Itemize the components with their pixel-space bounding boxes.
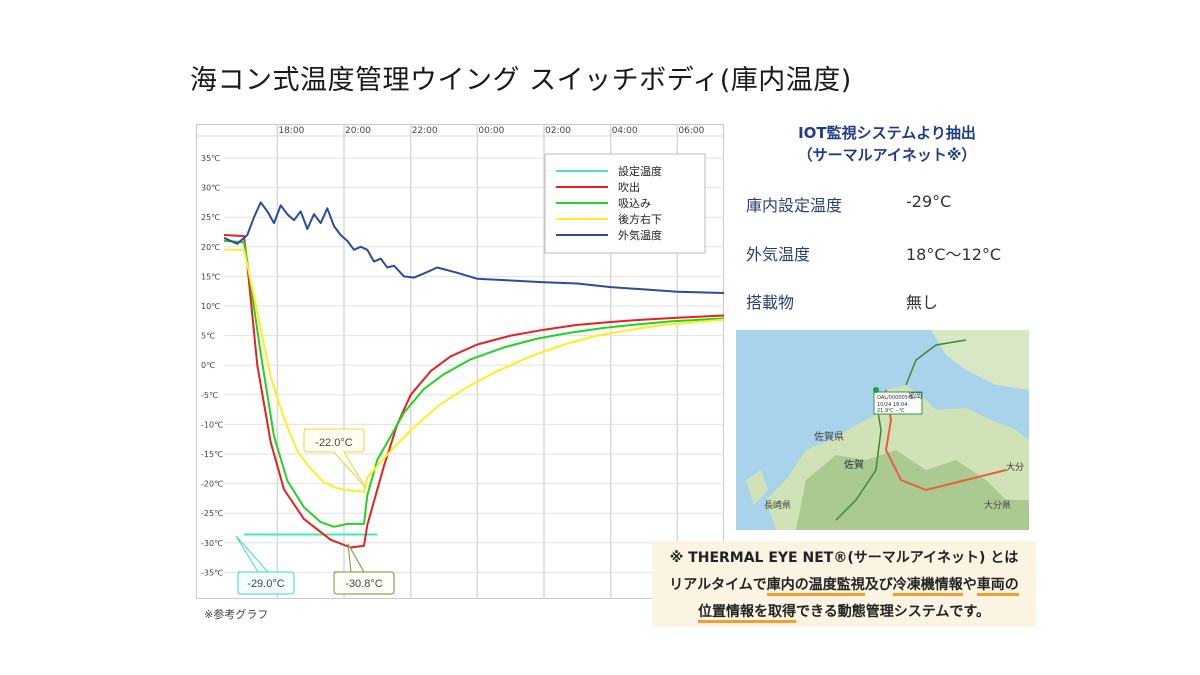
x-tick-label: 00:00 [478, 126, 504, 136]
map-popup[interactable] [873, 391, 923, 415]
grid-lines [196, 124, 724, 599]
x-tick-label: 22:00 [412, 126, 438, 136]
y-tick-label: -30℃ [201, 539, 223, 548]
promo-highlight: 冷凍機情報 [892, 577, 963, 596]
map-popup-line1: OAL/000005-5 [877, 395, 913, 401]
promo-text: 及び [864, 577, 893, 593]
y-tick-label: -20℃ [201, 480, 223, 489]
promo-highlight: 車両の [976, 577, 1019, 596]
series-line-3 [224, 248, 725, 493]
legend-label-outlet: 吹出 [618, 180, 640, 194]
map-highway [884, 389, 1007, 492]
map-mountains [796, 450, 1029, 530]
legend-label-set: 設定温度 [618, 164, 662, 178]
legend-label-outside: 外気温度 [618, 228, 662, 242]
callout-teal-label: -29.0°C [247, 578, 284, 590]
info-label: 外気温度 [746, 245, 811, 264]
info-value: -29°C [906, 192, 952, 211]
map-land-north [931, 330, 1029, 390]
map-place-saga: 佐賀 [844, 459, 864, 471]
callout-yellow-label: -22.0°C [315, 437, 352, 449]
x-tick-label: 20:00 [345, 126, 371, 136]
side-heading-line1: IOT監視システムより抽出 [798, 124, 976, 142]
map-highway-2 [835, 399, 882, 521]
legend-label-intake: 吸込み [618, 197, 651, 210]
y-tick-labels: 35℃ 30℃ 25℃ 20℃ 15℃ 10℃ 5℃ 0℃ -5℃ -10℃ -15℃ -20℃ -25… [201, 154, 223, 577]
y-tick-label: 25℃ [201, 213, 220, 222]
chart-legend: 設定温度 吹出 吸込み 後方右下 外気温度 [544, 153, 706, 254]
y-tick-label: 15℃ [201, 272, 220, 281]
promo-line1: ※ THERMAL EYE NET®(サーマルアイネット) とは [669, 550, 1019, 566]
promo-text: リアルタイムで [669, 577, 767, 593]
series-line-2 [223, 239, 725, 528]
info-value: 無し [906, 293, 939, 312]
map-highway-3 [905, 339, 967, 386]
callouts: -22.0°C -29.0°C -30.8°C [235, 428, 395, 595]
callout-green-box [333, 543, 395, 595]
thermal-eye-net-promo: ※ THERMAL EYE NET®(サーマルアイネット) とは リアルタイムで… [652, 541, 1036, 627]
temperature-chart: 18:00 20:00 22:00 00:00 02:00 04:00 06:00 35℃ 3… [196, 124, 725, 599]
info-value: 18°C～12°C [906, 245, 1002, 264]
map-place-nagasaki: 長崎県 [764, 499, 791, 511]
y-tick-label: -35℃ [201, 568, 223, 577]
map-place-oita-pref: 大分県 [984, 499, 1011, 511]
vehicle-marker-icon[interactable] [873, 387, 879, 393]
x-tick-label: 18:00 [278, 126, 304, 136]
promo-line2: リアルタイムで庫内の温度監視及び冷凍機情報や車両の [652, 574, 1036, 596]
y-tick-label: 20℃ [201, 243, 220, 252]
x-tick-label: 06:00 [678, 126, 704, 136]
promo-highlight: 庫内の温度監視 [766, 577, 865, 596]
y-tick-label: 5℃ [201, 332, 215, 341]
y-tick-label: -5℃ [201, 391, 218, 400]
map-svg: OAL/000005-5 10/24 18:04 21.9℃ --℃ 佐賀県 佐… [736, 330, 1029, 530]
x-tick-label: 04:00 [612, 126, 638, 136]
map-place-saga-pref: 佐賀県 [814, 431, 844, 443]
x-tick-labels: 18:00 20:00 22:00 00:00 02:00 04:00 06:00 [278, 126, 704, 136]
side-heading-line2: （サーマルアイネット※） [797, 146, 977, 164]
y-tick-label: 10℃ [201, 302, 220, 311]
y-tick-label: 35℃ [201, 154, 220, 163]
x-tick-label: 02:00 [545, 126, 571, 136]
page-title: 海コン式温度管理ウイング スイッチボディ(庫内温度) [190, 65, 852, 96]
y-tick-label: -10℃ [201, 420, 223, 429]
info-label: 庫内設定温度 [746, 196, 843, 215]
series-lines [223, 201, 725, 549]
map-island [746, 470, 768, 505]
map-place-fukuoka: 福岡 [908, 391, 922, 400]
side-heading: IOT監視システムより抽出 （サーマルアイネット※） [752, 122, 1022, 166]
callout-green-label: -30.8°C [345, 578, 382, 590]
y-tick-label: 0℃ [201, 361, 215, 370]
chart-svg: 18:00 20:00 22:00 00:00 02:00 04:00 06:00 35℃3… [196, 124, 725, 599]
location-map: OAL/000005-5 10/24 18:04 21.9℃ --℃ 佐賀県 佐… [736, 330, 1029, 530]
reference-note: ※参考グラフ [204, 608, 269, 621]
y-tick-label: 30℃ [201, 184, 220, 193]
promo-line3: 位置情報を取得できる動態管理システムです。 [652, 601, 1036, 623]
callout-teal-box [235, 535, 295, 595]
promo-text: や [962, 577, 977, 593]
info-label: 搭載物 [746, 293, 795, 312]
promo-highlight: 位置情報を取得 [698, 604, 797, 623]
callout-yellow-box [303, 428, 367, 489]
legend-label-rear: 後方右下 [618, 212, 662, 226]
y-tick-label: -25℃ [201, 509, 223, 518]
y-tick-label: -15℃ [201, 450, 223, 459]
series-line-4 [223, 201, 725, 294]
map-popup-line2: 10/24 18:04 [877, 402, 907, 408]
map-place-oita: 大分 [1006, 461, 1024, 473]
promo-text: できる動態管理システムです。 [796, 604, 990, 620]
map-popup-line3: 21.9℃ --℃ [877, 408, 905, 414]
